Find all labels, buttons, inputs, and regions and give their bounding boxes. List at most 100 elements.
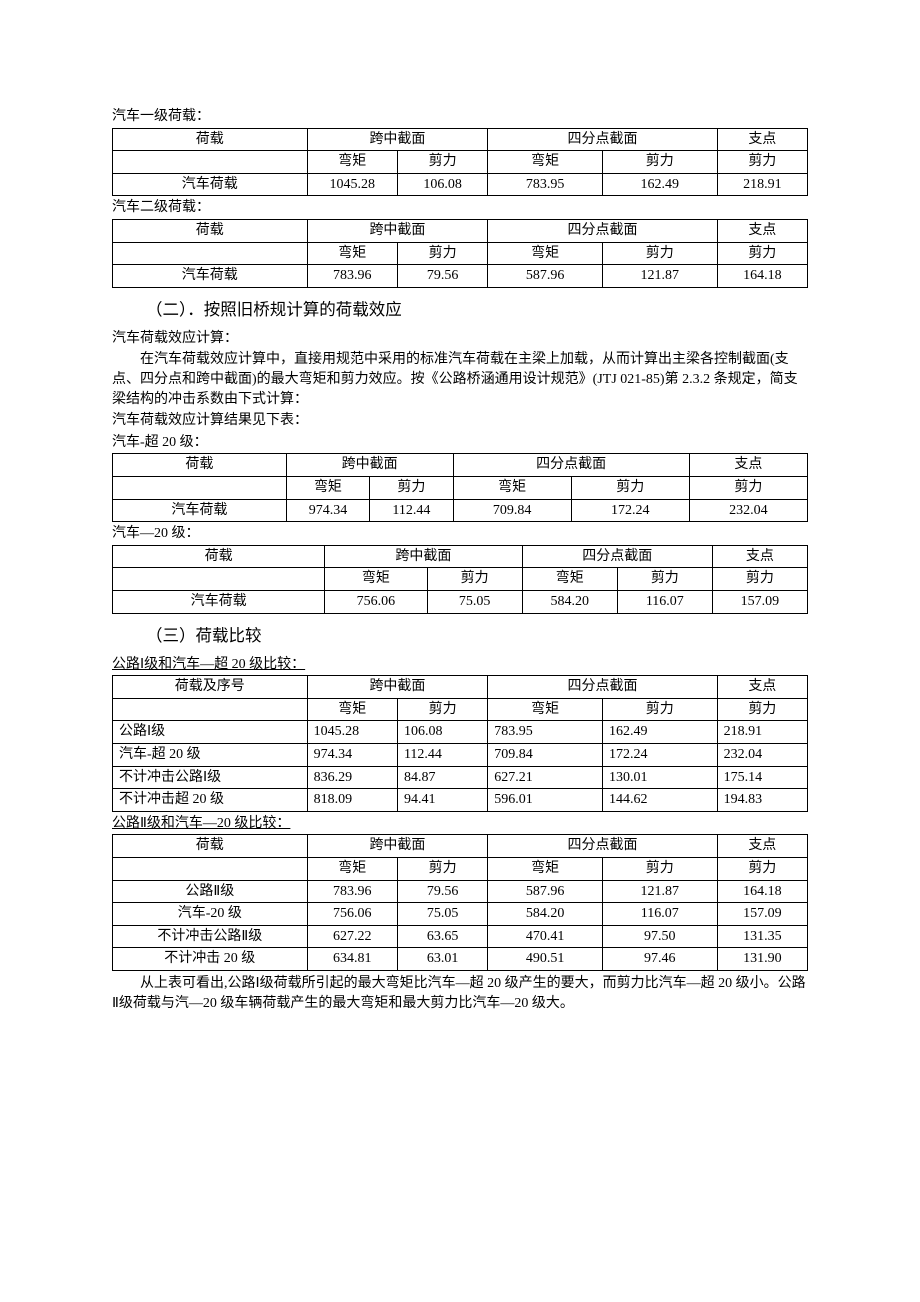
table-5: 荷载及序号 跨中截面 四分点截面 支点 弯矩 剪力 弯矩 剪力 剪力 公路Ⅰ级 …	[112, 675, 808, 812]
cell: 194.83	[717, 789, 807, 812]
cell: 218.91	[717, 721, 807, 744]
table-4: 荷载 跨中截面 四分点截面 支点 弯矩 剪力 弯矩 剪力 剪力 汽车荷载 756…	[112, 545, 808, 614]
cell: 荷载	[113, 545, 325, 568]
cell: 公路Ⅰ级	[113, 721, 308, 744]
cell: 支点	[717, 219, 807, 242]
cell: 剪力	[602, 698, 717, 721]
cell: 79.56	[397, 265, 487, 288]
table-row: 汽车荷载 756.06 75.05 584.20 116.07 157.09	[113, 590, 808, 613]
cell: 四分点截面	[522, 545, 712, 568]
cell: 596.01	[488, 789, 603, 812]
cell: 跨中截面	[307, 219, 488, 242]
cell: 218.91	[717, 173, 807, 196]
cell	[113, 242, 308, 265]
cell	[113, 151, 308, 174]
conclusion-note: 从上表可看出,公路Ⅰ级荷载所引起的最大弯矩比汽车—超 20 级产生的要大，而剪力…	[112, 974, 808, 1013]
cell: 剪力	[717, 151, 807, 174]
cell: 232.04	[717, 744, 807, 767]
cell: 荷载	[113, 835, 308, 858]
table-row: 汽车荷载 974.34 112.44 709.84 172.24 232.04	[113, 499, 808, 522]
cell: 1045.28	[307, 173, 397, 196]
table-1: 荷载 跨中截面 四分点截面 支点 弯矩 剪力 弯矩 剪力 剪力 汽车荷载 104…	[112, 128, 808, 197]
cell: 弯矩	[488, 698, 603, 721]
table-row: 汽车-20 级 756.06 75.05 584.20 116.07 157.0…	[113, 903, 808, 926]
table-2: 荷载 跨中截面 四分点截面 支点 弯矩 剪力 弯矩 剪力 剪力 汽车荷载 783…	[112, 219, 808, 288]
table-row: 汽车荷载 783.96 79.56 587.96 121.87 164.18	[113, 265, 808, 288]
cell: 106.08	[397, 721, 487, 744]
table-row: 汽车荷载 1045.28 106.08 783.95 162.49 218.91	[113, 173, 808, 196]
cell: 112.44	[397, 744, 487, 767]
table-row: 荷载 跨中截面 四分点截面 支点	[113, 835, 808, 858]
cell: 584.20	[522, 590, 617, 613]
cell: 弯矩	[286, 477, 369, 500]
cell	[113, 698, 308, 721]
cell	[113, 477, 287, 500]
cell: 弯矩	[307, 242, 397, 265]
cell: 131.35	[717, 925, 807, 948]
cell: 弯矩	[488, 151, 603, 174]
cell	[113, 858, 308, 881]
cell: 587.96	[488, 880, 603, 903]
cell: 157.09	[717, 903, 807, 926]
cell: 175.14	[717, 766, 807, 789]
cell: 121.87	[602, 880, 717, 903]
hdr-quarter: 四分点截面	[488, 128, 717, 151]
cell: 75.05	[397, 903, 487, 926]
table-row: 弯矩 剪力 弯矩 剪力 剪力	[113, 151, 808, 174]
table-3: 荷载 跨中截面 四分点截面 支点 弯矩 剪力 弯矩 剪力 剪力 汽车荷载 974…	[112, 453, 808, 522]
cell: 汽车荷载	[113, 590, 325, 613]
cell: 汽车荷载	[113, 499, 287, 522]
cell: 112.44	[370, 499, 453, 522]
cell: 荷载	[113, 454, 287, 477]
cell: 支点	[689, 454, 807, 477]
cell: 709.84	[453, 499, 571, 522]
cell: 剪力	[689, 477, 807, 500]
cell: 剪力	[427, 568, 522, 591]
cell: 剪力	[397, 858, 487, 881]
hdr-mid: 跨中截面	[307, 128, 488, 151]
cell: 121.87	[602, 265, 717, 288]
cell: 974.34	[307, 744, 397, 767]
table-row: 不计冲击公路Ⅰ级 836.29 84.87 627.21 130.01 175.…	[113, 766, 808, 789]
table-row: 荷载及序号 跨中截面 四分点截面 支点	[113, 676, 808, 699]
s2-p2: 在汽车荷载效应计算中，直接用规范中采用的标准汽车荷载在主梁上加载，从而计算出主梁…	[112, 350, 808, 409]
section-2-title: （二）．按照旧桥规计算的荷载效应	[146, 298, 808, 321]
cell: 130.01	[602, 766, 717, 789]
cell: 79.56	[397, 880, 487, 903]
cell: 不计冲击公路Ⅰ级	[113, 766, 308, 789]
cell: 剪力	[602, 242, 717, 265]
cell: 1045.28	[307, 721, 397, 744]
table-row: 弯矩 剪力 弯矩 剪力 剪力	[113, 242, 808, 265]
table-row: 弯矩 剪力 弯矩 剪力 剪力	[113, 477, 808, 500]
t2-caption: 汽车二级荷载：	[112, 198, 808, 218]
cell: 709.84	[488, 744, 603, 767]
cell: 剪力	[717, 698, 807, 721]
cell: 剪力	[712, 568, 807, 591]
cell: 106.08	[397, 173, 487, 196]
cell: 783.95	[488, 173, 603, 196]
cell: 584.20	[488, 903, 603, 926]
hdr-load: 荷载	[113, 128, 308, 151]
cell: 弯矩	[488, 242, 603, 265]
table-row: 弯矩 剪力 弯矩 剪力 剪力	[113, 698, 808, 721]
cell: 634.81	[307, 948, 397, 971]
cell: 587.96	[488, 265, 603, 288]
t6-caption: 公路Ⅱ级和汽车—20 级比较：	[112, 814, 808, 834]
cell: 跨中截面	[307, 835, 488, 858]
hdr-support: 支点	[717, 128, 807, 151]
cell: 172.24	[571, 499, 689, 522]
cell: 不计冲击超 20 级	[113, 789, 308, 812]
cell: 汽车荷载	[113, 173, 308, 196]
cell: 汽车-20 级	[113, 903, 308, 926]
cell: 756.06	[307, 903, 397, 926]
cell: 172.24	[602, 744, 717, 767]
cell: 783.96	[307, 880, 397, 903]
cell: 783.96	[307, 265, 397, 288]
table-row: 弯矩 剪力 弯矩 剪力 剪力	[113, 568, 808, 591]
table-row: 不计冲击公路Ⅱ级 627.22 63.65 470.41 97.50 131.3…	[113, 925, 808, 948]
table-row: 荷载 跨中截面 四分点截面 支点	[113, 454, 808, 477]
cell: 164.18	[717, 880, 807, 903]
cell: 弯矩	[488, 858, 603, 881]
t3-caption: 汽车-超 20 级：	[112, 433, 808, 453]
table-row: 不计冲击 20 级 634.81 63.01 490.51 97.46 131.…	[113, 948, 808, 971]
